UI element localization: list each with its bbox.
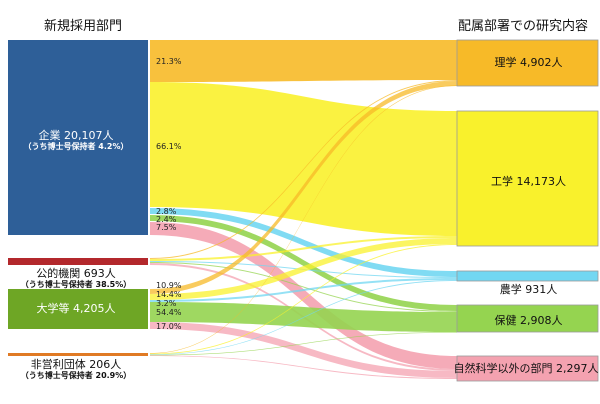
flow-pct-university-science: 10.9% — [156, 281, 182, 290]
source-label-nonprofit: 非営利団体 206人 （うち博士号保持者 20.9%） — [4, 359, 148, 380]
target-label-non-science: 自然科学以外の部門 2,297人 — [453, 362, 599, 375]
flow-university-to-non-science — [150, 322, 457, 378]
flow-company-to-science — [150, 40, 457, 82]
target-node-agriculture — [456, 270, 599, 282]
source-name: 大学等 4,205人 — [36, 302, 116, 315]
flow-pct-company-agriculture: 2.8% — [156, 207, 177, 216]
flow-university-to-health — [150, 302, 457, 332]
flow-university-to-engineering — [150, 238, 457, 300]
target-node-engineering — [456, 110, 599, 247]
flow-pct-university-non-science: 17.0% — [156, 322, 182, 331]
flow-nonprofit-to-non-science — [150, 355, 457, 379]
flow-pct-company-non-science: 7.5% — [156, 223, 177, 232]
nodes-layer — [8, 39, 599, 382]
source-label-company: 企業 20,107人 （うち博士号保持者 4.2%） — [4, 130, 148, 151]
source-name: 公的機関 693人 — [36, 267, 116, 280]
target-node-science — [456, 39, 599, 87]
flow-pct-university-health: 54.4% — [156, 308, 182, 317]
flow-university-to-agriculture — [150, 278, 457, 302]
source-name: 非営利団体 206人 — [30, 358, 122, 371]
flow-company-to-non-science — [150, 222, 457, 369]
source-node-company — [8, 40, 148, 235]
source-node-nonprofit — [8, 353, 148, 356]
source-label-university: 大学等 4,205人 — [4, 303, 148, 314]
flow-pct-university-engineering: 14.4% — [156, 290, 182, 299]
flows-layer — [150, 40, 457, 379]
flow-nonprofit-to-health — [150, 332, 457, 356]
flow-nonprofit-to-agriculture — [150, 280, 457, 355]
flow-company-to-agriculture — [150, 208, 457, 277]
source-doctor-ratio: （うち博士号保持者 20.9%） — [20, 371, 132, 380]
source-node-university — [8, 289, 148, 329]
target-node-non-science — [456, 355, 599, 382]
flow-public-to-health — [150, 262, 457, 312]
target-node-health — [456, 304, 599, 333]
left-header: 新規採用部門 — [44, 19, 123, 34]
flow-company-to-health — [150, 215, 457, 311]
flow-pct-company-health: 2.4% — [156, 215, 177, 224]
target-label-engineering: 工学 14,173人 — [491, 175, 566, 188]
target-label-agriculture: 農学 931人 — [499, 283, 558, 296]
flow-company-to-engineering — [150, 82, 457, 236]
flow-public-to-engineering — [150, 236, 457, 261]
target-label-science: 理学 4,902人 — [494, 56, 563, 69]
flow-public-to-science — [150, 80, 457, 259]
flow-nonprofit-to-engineering — [150, 244, 457, 355]
flow-university-to-science — [150, 81, 457, 294]
target-label-health: 保健 2,908人 — [494, 314, 563, 327]
flow-nonprofit-to-science — [150, 85, 457, 354]
flow-pct-company-engineering: 66.1% — [156, 142, 182, 151]
source-doctor-ratio: （うち博士号保持者 38.5%） — [20, 280, 132, 289]
source-name: 企業 20,107人 — [38, 129, 114, 142]
flow-pct-university-agriculture: 3.2% — [156, 299, 177, 308]
flow-pct-company-science: 21.3% — [156, 57, 182, 66]
source-doctor-ratio: （うち博士号保持者 4.2%） — [23, 142, 129, 151]
source-label-public: 公的機関 693人 （うち博士号保持者 38.5%） — [4, 268, 148, 289]
source-node-public — [8, 258, 148, 265]
right-header: 配属部署での研究内容 — [458, 19, 589, 34]
